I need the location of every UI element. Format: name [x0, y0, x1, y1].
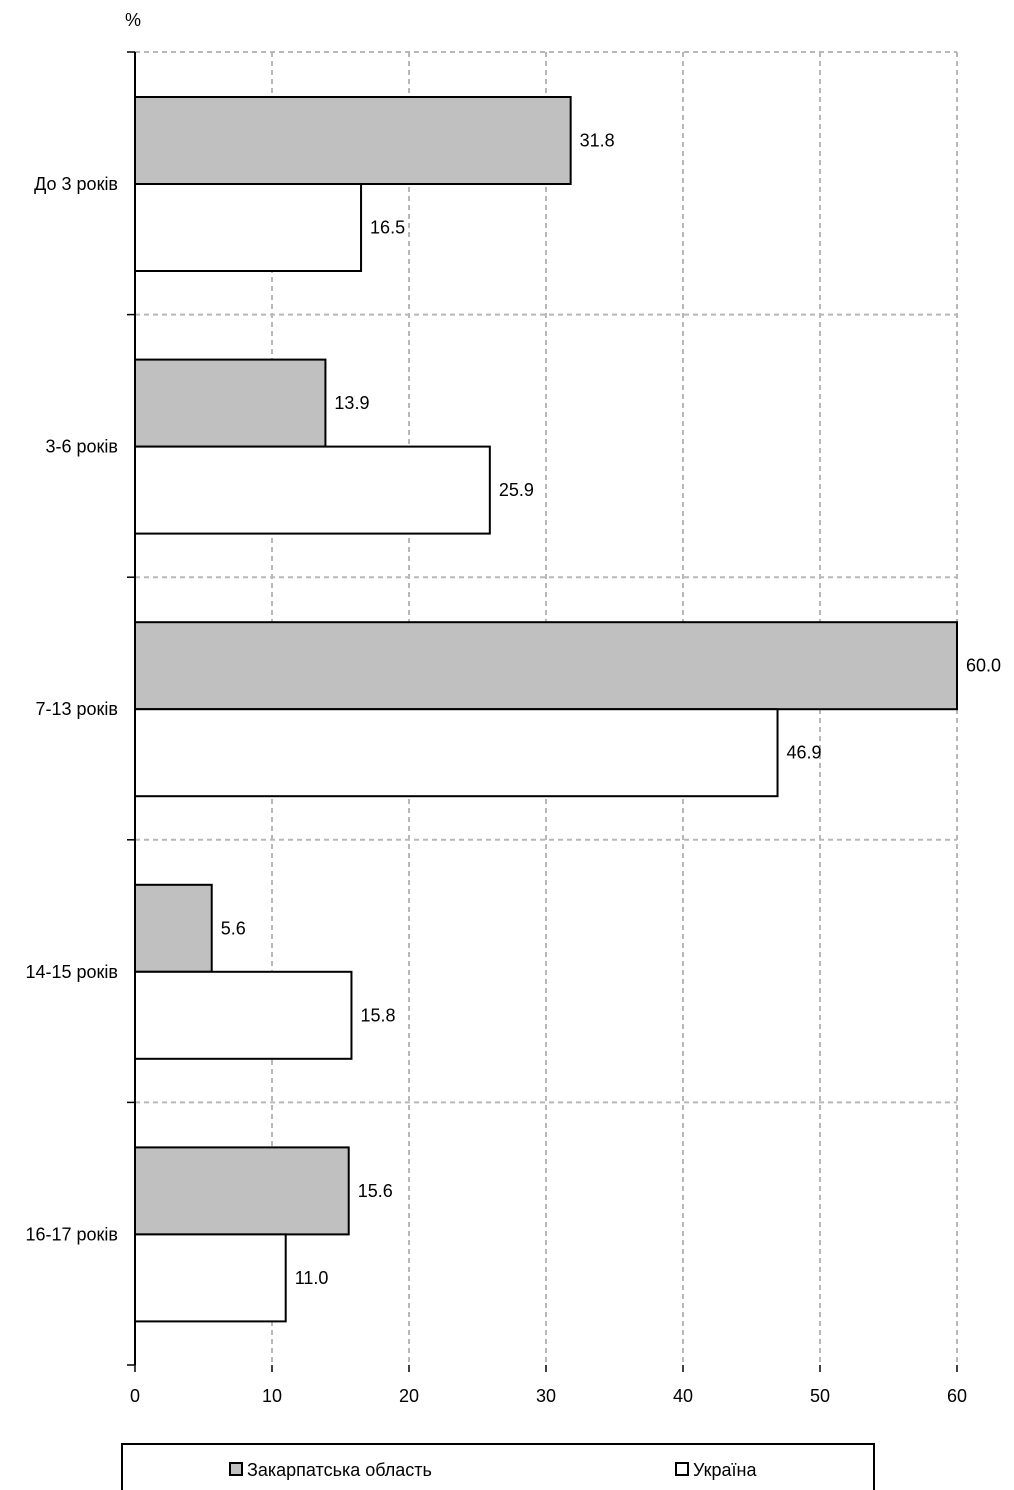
category-label: 14-15 років: [26, 962, 119, 982]
value-label: 13.9: [334, 393, 369, 413]
labels: 0 10 20 30 40 50 60 31.8 16.5 До 3 років 13.9 25.9 3…: [26, 131, 1002, 1407]
value-label: 25.9: [499, 480, 534, 500]
bar-ukraine: [134, 970, 353, 1060]
legend: Закарпатська область Україна: [121, 1443, 875, 1490]
legend-entry: Закарпатська область: [247, 1460, 432, 1480]
bar-zakarpattia: [134, 96, 572, 185]
value-label: 11.0: [295, 1268, 329, 1288]
x-tick-label: 20: [399, 1386, 419, 1406]
bars: [134, 96, 958, 1323]
x-tick-label: 30: [536, 1386, 556, 1406]
category-label: 7-13 років: [36, 699, 119, 719]
x-tick-label: 10: [262, 1386, 282, 1406]
bar-ukraine: [134, 445, 491, 535]
category-label: 16-17 років: [26, 1224, 119, 1244]
category-label: До 3 років: [34, 174, 118, 194]
x-tick-label: 60: [947, 1386, 967, 1406]
unit-label: %: [125, 10, 141, 30]
value-label: 15.6: [358, 1181, 393, 1201]
axes: [127, 51, 958, 1372]
bar-zakarpattia: [134, 358, 327, 448]
value-label: 60.0: [966, 656, 1001, 676]
bar-ukraine: [134, 1233, 287, 1323]
bar-zakarpattia: [134, 883, 213, 973]
bar-ukraine: [134, 183, 363, 272]
legend-box: [121, 1443, 875, 1490]
x-tick-label: 50: [810, 1386, 830, 1406]
value-label: 15.8: [360, 1005, 395, 1025]
value-label: 46.9: [787, 743, 822, 763]
value-label: 31.8: [580, 131, 615, 151]
bar-ukraine: [134, 708, 779, 798]
bar-zakarpattia: [134, 1146, 350, 1236]
legend-swatch: [229, 1462, 243, 1476]
legend-entry: Україна: [693, 1460, 757, 1480]
bar-zakarpattia: [134, 621, 958, 711]
x-tick-label: 0: [130, 1386, 140, 1406]
x-tick-label: 40: [673, 1386, 693, 1406]
value-label: 5.6: [221, 918, 246, 938]
value-label: 16.5: [370, 218, 405, 238]
category-label: 3-6 років: [46, 437, 118, 457]
legend-swatch: [675, 1462, 689, 1476]
